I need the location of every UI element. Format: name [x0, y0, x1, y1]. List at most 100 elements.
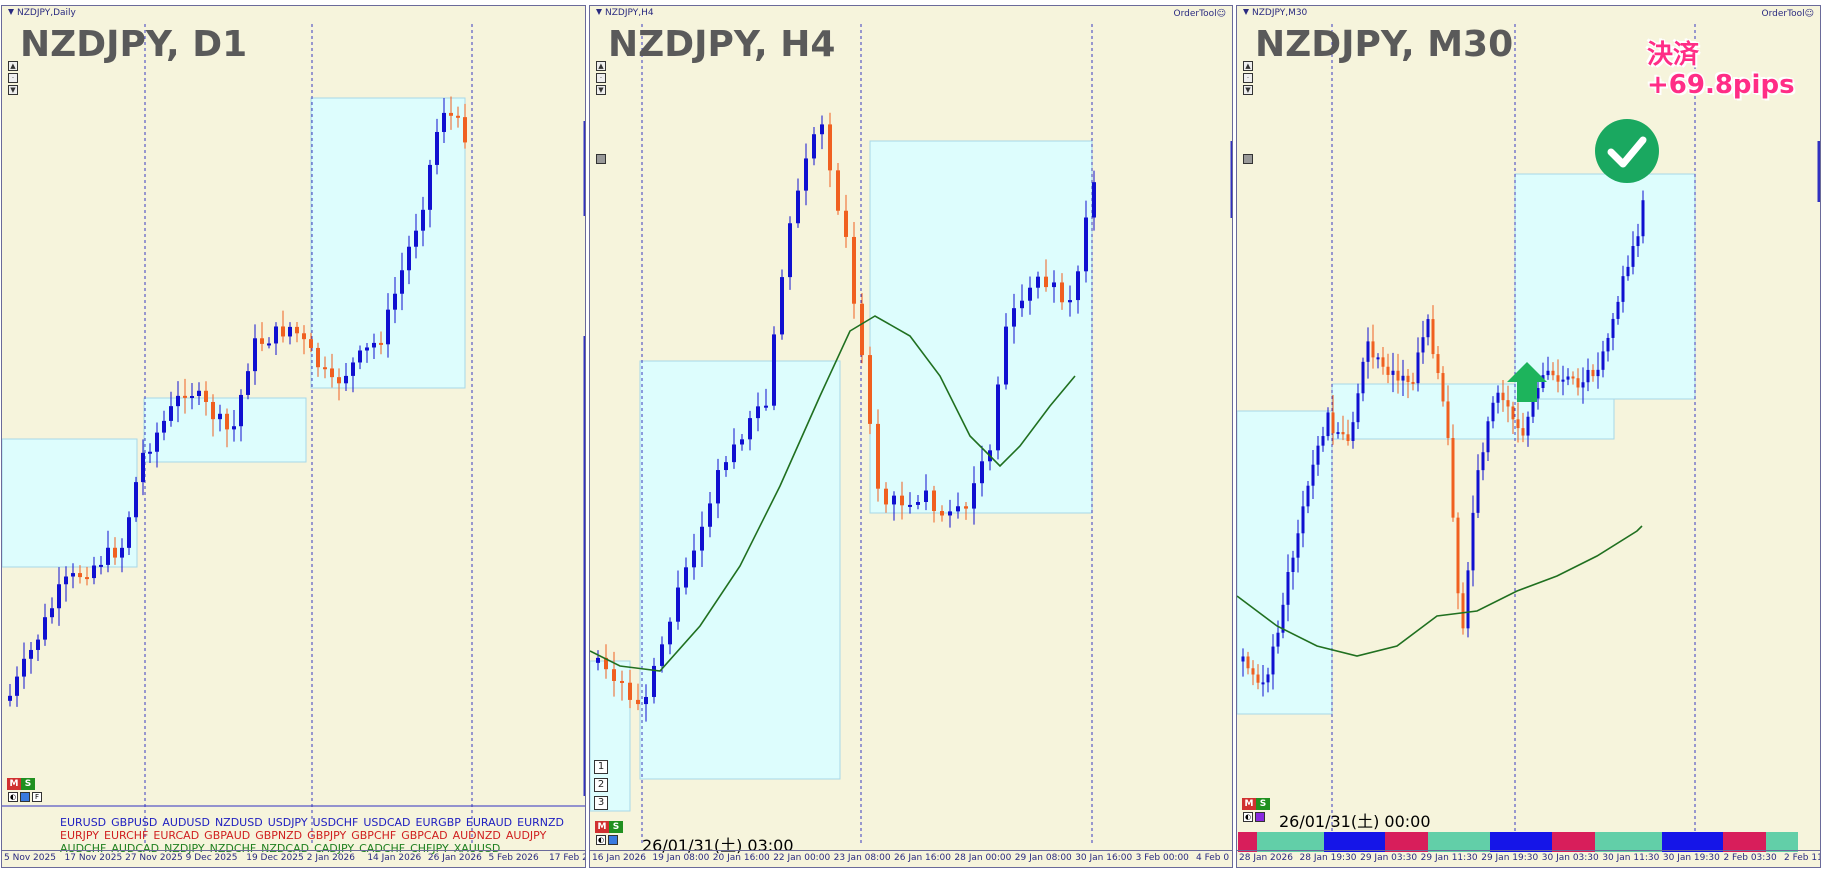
ordertool-label[interactable]: OrderTool☺	[1173, 9, 1226, 19]
shift-marker-icon[interactable]	[1243, 154, 1253, 164]
candle-body	[1381, 357, 1385, 367]
pair-link[interactable]: NZDJPY	[164, 842, 205, 855]
pair-link[interactable]: GBPCAD	[401, 829, 448, 842]
box-button-3[interactable]: 3	[594, 796, 608, 810]
pair-link[interactable]: CADJPY	[314, 842, 355, 855]
f-button[interactable]: F	[32, 792, 42, 802]
candle-body	[1271, 646, 1275, 675]
candle-body	[1266, 674, 1270, 683]
box-button-2[interactable]: 2	[594, 778, 608, 792]
pair-link[interactable]: GBPAUD	[204, 829, 251, 842]
candle-body	[50, 608, 54, 618]
pair-link[interactable]: NZDCAD	[261, 842, 310, 855]
pair-link[interactable]: EURJPY	[60, 829, 99, 842]
candle-body	[141, 452, 145, 483]
candle-body	[1606, 337, 1610, 352]
candle-body	[1366, 341, 1370, 362]
candle-body	[1601, 351, 1605, 370]
candle-body	[1586, 369, 1590, 383]
time-axis-label: 30 Jan 19:30	[1662, 853, 1720, 863]
candle-body	[1456, 517, 1460, 594]
scroll-up-button[interactable]: ▲	[1243, 61, 1253, 71]
pair-link[interactable]: EURCAD	[153, 829, 200, 842]
pair-link[interactable]: AUDNZD	[452, 829, 501, 842]
pair-link[interactable]: EURCHF	[104, 829, 149, 842]
candle-body	[940, 511, 944, 516]
pair-link[interactable]: EURAUD	[465, 816, 513, 829]
scroll-up-button[interactable]: ▲	[8, 61, 18, 71]
candle-body	[1028, 287, 1032, 301]
candle-body	[1576, 378, 1580, 388]
pair-link[interactable]: USDJPY	[267, 816, 308, 829]
m-button[interactable]: M	[1242, 798, 1256, 810]
s-button[interactable]: S	[21, 778, 35, 790]
symbol-timeframe-label: NZDJPY, H4	[608, 24, 836, 65]
color-tool-icon[interactable]	[20, 792, 30, 802]
datetime-label: 26/01/31(土) 00:00	[1279, 812, 1431, 831]
cursor-tool-icon[interactable]: ◐	[1243, 812, 1253, 822]
pair-link[interactable]: XAUUSD	[453, 842, 501, 855]
candle-body	[980, 461, 984, 484]
color-tool-icon[interactable]	[608, 835, 618, 845]
candle-body	[652, 665, 656, 697]
scale-button[interactable]: ·	[1243, 73, 1253, 83]
candle-body	[780, 277, 784, 335]
pair-link[interactable]: USDCAD	[363, 816, 411, 829]
scroll-down-button[interactable]: ▼	[8, 85, 18, 95]
time-axis-label: 29 Jan 19:30	[1481, 853, 1539, 863]
candle-body	[660, 644, 664, 666]
candle-body	[812, 134, 816, 159]
chart-panel-h4[interactable]: NZDJPY,H4 OrderTool☺ NZDJPY, H4 ▲ · ▼ 1 …	[589, 5, 1233, 868]
cursor-tool-icon[interactable]: ◐	[596, 835, 606, 845]
candle-body	[844, 210, 848, 237]
time-axis-label: 19 Dec 2025	[246, 853, 304, 863]
m-button[interactable]: M	[595, 821, 609, 833]
scale-button[interactable]: ·	[8, 73, 18, 83]
pair-link[interactable]: EURGBP	[415, 816, 461, 829]
time-axis-label: 29 Jan 08:00	[1014, 853, 1072, 863]
pair-link[interactable]: AUDUSD	[162, 816, 210, 829]
s-button[interactable]: S	[1256, 798, 1270, 810]
candle-body	[134, 482, 138, 518]
pair-link[interactable]: CADCHF	[359, 842, 406, 855]
candle-body	[1421, 337, 1425, 353]
pair-link[interactable]: CHFJPY	[410, 842, 449, 855]
scale-button[interactable]: ·	[596, 73, 606, 83]
color-tool-icon[interactable]	[1255, 812, 1265, 822]
chart-panel-m30[interactable]: NZDJPY,M30 OrderTool☺ NZDJPY, M30 ▲ · ▼ …	[1236, 5, 1821, 868]
candle-body	[1336, 432, 1340, 435]
scroll-up-button[interactable]: ▲	[596, 61, 606, 71]
m-button[interactable]: M	[7, 778, 21, 790]
pair-link[interactable]: USDCHF	[312, 816, 359, 829]
candle-body	[732, 444, 736, 463]
pair-link[interactable]: GBPCHF	[351, 829, 397, 842]
pair-link[interactable]: AUDJPY	[505, 829, 547, 842]
cursor-tool-icon[interactable]: ◐	[8, 792, 18, 802]
pair-link[interactable]: EURUSD	[60, 816, 107, 829]
pair-link[interactable]: GBPJPY	[307, 829, 347, 842]
candle-body	[351, 362, 355, 376]
pair-link[interactable]: NZDUSD	[214, 816, 263, 829]
scroll-down-button[interactable]: ▼	[1243, 85, 1253, 95]
time-axis-label: 30 Jan 03:30	[1541, 853, 1599, 863]
candle-body	[288, 326, 292, 337]
chart-panel-d1[interactable]: NZDJPY,Daily NZDJPY, D1 ▲ · ▼ M S ◐ F EU…	[1, 5, 586, 868]
candle-body	[323, 367, 327, 370]
pair-link[interactable]: AUDCHF	[60, 842, 107, 855]
candle-body	[1020, 300, 1024, 309]
s-button[interactable]: S	[609, 821, 623, 833]
chart-icon	[8, 9, 14, 15]
candle-body	[884, 488, 888, 505]
pair-link[interactable]: GBPNZD	[255, 829, 303, 842]
candle-body	[1411, 381, 1415, 384]
candle-body	[1561, 379, 1565, 382]
candle-body	[1451, 437, 1455, 518]
pair-link[interactable]: EURNZD	[517, 816, 565, 829]
pair-link[interactable]: AUDCAD	[111, 842, 160, 855]
box-button-1[interactable]: 1	[594, 760, 608, 774]
pair-link[interactable]: NZDCHF	[209, 842, 257, 855]
pair-link[interactable]: GBPUSD	[111, 816, 158, 829]
ordertool-label[interactable]: OrderTool☺	[1761, 9, 1814, 19]
shift-marker-icon[interactable]	[596, 154, 606, 164]
scroll-down-button[interactable]: ▼	[596, 85, 606, 95]
